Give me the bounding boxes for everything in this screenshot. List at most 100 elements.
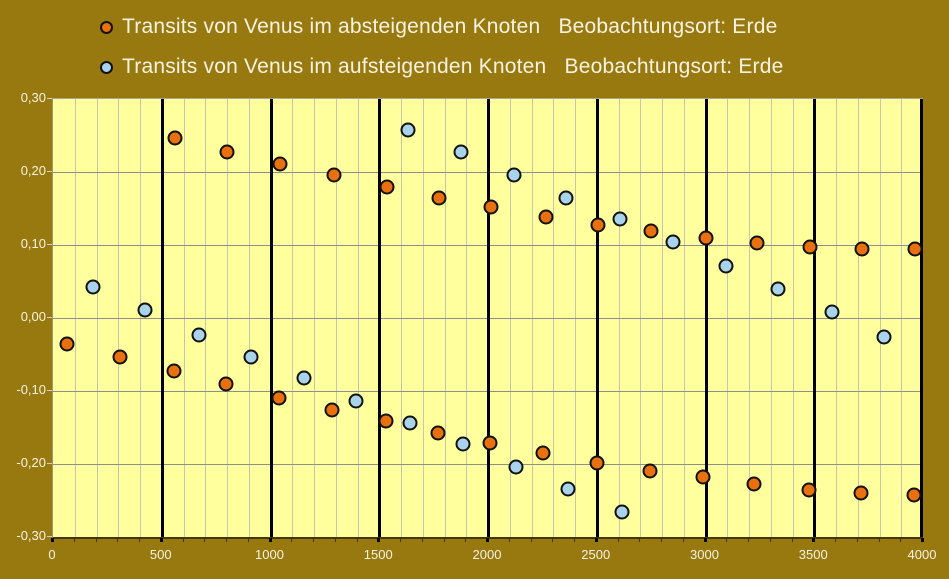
y-axis-tick-mark [47, 317, 52, 318]
heavy-vertical-line [920, 99, 923, 537]
y-axis-tick-mark [47, 98, 52, 99]
x-axis-tick-label: 1000 [255, 547, 284, 562]
data-point-descending [854, 241, 870, 257]
x-axis-tick-mark [921, 538, 924, 542]
x-axis-tick-mark [117, 538, 119, 542]
data-point-ascending [718, 258, 734, 274]
data-point-descending [272, 156, 288, 172]
data-point-descending [59, 336, 75, 352]
x-axis-tick-mark [334, 538, 336, 542]
y-axis-tick-mark [47, 536, 52, 537]
x-axis-tick-mark [159, 538, 163, 542]
data-point-descending [589, 455, 605, 471]
y-axis-tick-label: 0,30 [20, 90, 46, 105]
x-axis-tick-mark [552, 538, 554, 542]
data-point-ascending [770, 281, 786, 297]
data-point-descending [643, 223, 659, 239]
x-axis-tick-mark [247, 538, 249, 542]
x-axis-tick-mark [617, 538, 619, 542]
data-point-descending [219, 144, 235, 160]
legend-label-ascending: Transits von Venus im aufsteigenden Knot… [122, 55, 784, 78]
heavy-vertical-line [487, 99, 490, 537]
x-axis-tick-mark [443, 538, 445, 542]
data-point-descending [326, 167, 342, 183]
heavy-vertical-line [595, 99, 599, 537]
data-point-ascending [400, 122, 416, 138]
x-axis-tick-mark [139, 538, 140, 542]
x-axis-tick-mark [703, 538, 707, 542]
y-axis-tick-label: -0,20 [16, 455, 46, 470]
data-point-descending [749, 235, 765, 251]
data-point-ascending [296, 370, 312, 386]
heavy-vertical-line [269, 99, 273, 537]
y-axis-tick-label: 0,20 [20, 163, 46, 178]
data-point-descending [271, 390, 287, 406]
x-axis-tick-mark [900, 538, 902, 542]
data-point-descending [907, 241, 923, 257]
data-point-ascending [560, 481, 576, 497]
data-point-descending [746, 476, 762, 492]
data-point-descending [590, 217, 606, 233]
x-axis-tick-mark [73, 538, 75, 542]
data-point-descending [698, 230, 713, 246]
data-point-descending [430, 425, 446, 441]
x-axis-tick-label: 500 [149, 547, 172, 562]
data-point-descending [112, 349, 128, 365]
data-point-descending [166, 363, 182, 379]
x-axis-tick-mark [400, 538, 401, 542]
data-point-ascending [191, 327, 207, 343]
x-axis-tick-mark [465, 538, 467, 542]
y-axis-tick-label: 0,10 [20, 236, 46, 251]
x-axis-tick-mark [95, 538, 97, 542]
data-point-ascending [558, 190, 574, 206]
x-axis-tick-mark [268, 538, 272, 542]
data-point-ascending [665, 234, 681, 250]
data-point-ascending [506, 167, 522, 183]
x-axis-tick-label: 3500 [798, 547, 828, 562]
x-axis-tick-mark [356, 538, 358, 542]
legend-label-descending: Transits von Venus im absteigenden Knote… [122, 15, 778, 38]
x-axis-tick-mark [421, 538, 423, 542]
data-point-descending [801, 482, 817, 498]
legend-marker-ascending-icon [100, 60, 113, 74]
y-axis-tick-mark [47, 171, 52, 172]
data-point-ascending [455, 436, 471, 452]
data-point-ascending [453, 144, 469, 160]
x-axis-tick-mark [812, 538, 816, 542]
y-axis-tick-label: -0,30 [16, 528, 46, 543]
x-axis-tick-mark [226, 538, 227, 542]
data-point-ascending [85, 279, 101, 295]
data-point-ascending [348, 393, 364, 409]
heavy-vertical-line [704, 99, 708, 537]
data-point-ascending [402, 415, 418, 431]
data-point-ascending [876, 329, 892, 345]
data-point-ascending [612, 211, 628, 227]
x-axis-tick-mark [377, 538, 381, 542]
data-point-descending [167, 130, 183, 146]
heavy-vertical-line [378, 99, 382, 537]
x-axis-tick-mark [574, 538, 575, 542]
x-axis-tick-label: 0 [48, 547, 56, 562]
data-point-ascending [508, 459, 524, 475]
x-axis-tick-mark [791, 538, 793, 542]
x-axis-tick-mark [682, 538, 684, 542]
data-point-descending [379, 179, 395, 195]
data-point-ascending [824, 304, 840, 320]
data-point-descending [431, 190, 447, 206]
plot-area [52, 98, 923, 539]
x-axis-tick-mark [182, 538, 184, 542]
x-axis-tick-mark [726, 538, 728, 542]
x-axis-tick-mark [856, 538, 858, 542]
y-axis-tick-mark [47, 244, 52, 245]
legend-item-descending: Transits von Venus im absteigenden Knote… [100, 14, 777, 40]
y-axis-tick-label: -0,10 [16, 382, 46, 397]
legend-marker-descending-icon [100, 20, 113, 34]
x-axis-tick-mark [878, 538, 880, 542]
data-point-ascending [243, 349, 259, 365]
x-axis-tick-mark [661, 538, 662, 542]
data-point-descending [853, 485, 869, 501]
x-axis-tick-mark [639, 538, 641, 542]
heavy-vertical-line [813, 99, 817, 537]
x-axis-tick-label: 3000 [690, 547, 719, 562]
data-point-descending [218, 376, 234, 392]
